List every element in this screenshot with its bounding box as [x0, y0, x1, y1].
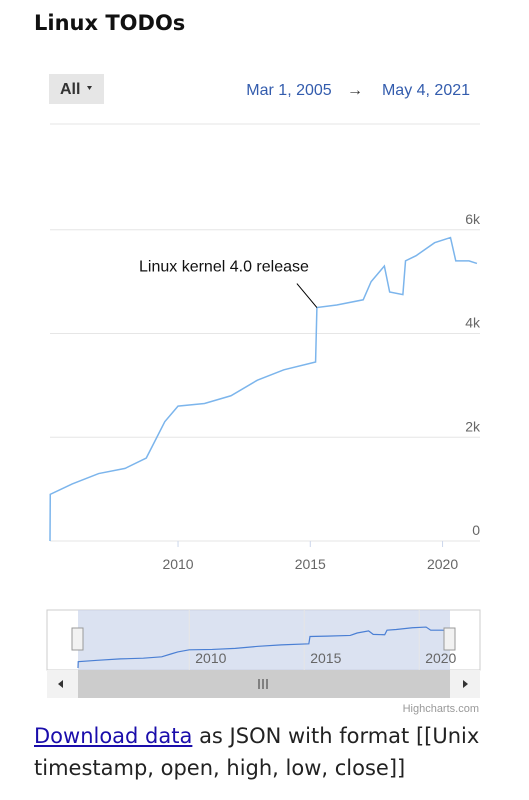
navigator-tick-label: 2020: [425, 650, 456, 666]
navigator-mask[interactable]: [78, 610, 450, 670]
range-to[interactable]: May 4, 2021: [382, 82, 470, 99]
y-tick-label: 4k: [465, 315, 481, 331]
chart: Linux TODOs All Mar 1, 2005 → May 4, 202…: [34, 11, 481, 715]
footer: Download data as JSON with format [[Unix…: [34, 720, 504, 784]
x-tick-label: 2010: [162, 556, 193, 572]
range-arrow: →: [347, 82, 363, 99]
scrollbar-thumb[interactable]: [78, 670, 450, 698]
y-tick-label: 2k: [465, 418, 481, 434]
navigator-tick-label: 2015: [310, 650, 341, 666]
range-button[interactable]: [49, 74, 104, 104]
credit[interactable]: Highcharts.com: [403, 703, 479, 715]
y-tick-label: 6k: [465, 211, 481, 227]
navigator-tick-label: 2010: [195, 650, 226, 666]
download-link[interactable]: Download data: [34, 724, 193, 748]
navigator-line: [77, 626, 450, 669]
x-tick-label: 2020: [427, 556, 458, 572]
scroll-grip: [258, 679, 268, 689]
series-line: [49, 236, 478, 542]
annotation: Linux kernel 4.0 release: [139, 259, 309, 276]
x-tick-label: 2015: [295, 556, 326, 572]
navigator-handle[interactable]: [71, 627, 84, 651]
footer-text: as JSON with format [[Unix timestamp, op…: [34, 724, 480, 780]
y-tick-label: 0: [472, 522, 480, 538]
range-from[interactable]: Mar 1, 2005: [246, 82, 331, 99]
range-button-label[interactable]: All: [60, 81, 80, 98]
annotation-connector: [296, 283, 318, 308]
dropdown-icon: [87, 86, 92, 90]
navigator-handle[interactable]: [443, 627, 456, 651]
title: Linux TODOs: [34, 11, 185, 35]
